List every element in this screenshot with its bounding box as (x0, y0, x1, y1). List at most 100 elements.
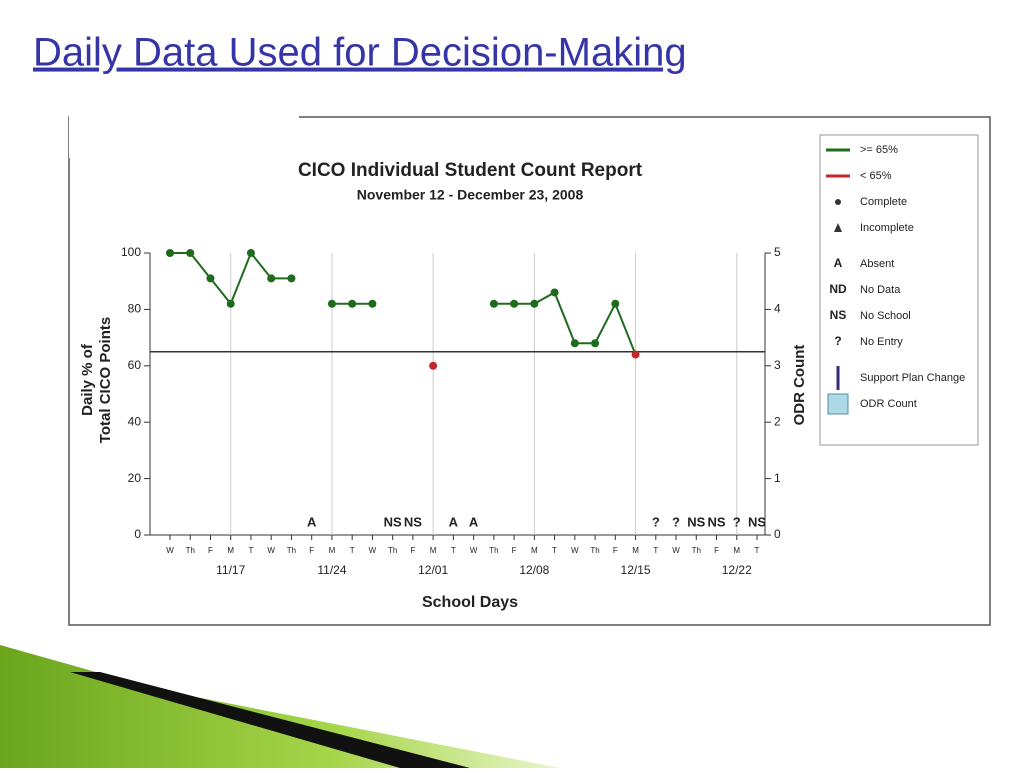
x-axis-label: School Days (422, 594, 518, 611)
data-point (226, 299, 235, 308)
frame-gap (69, 112, 299, 158)
legend-symbol: NS (830, 308, 847, 322)
date-label: 11/17 (216, 563, 245, 577)
day-code: NS (748, 514, 766, 529)
x-tick-label: T (755, 546, 760, 555)
y-tick-label: 60 (128, 358, 142, 372)
date-label: 12/22 (722, 563, 752, 577)
y-axis-label: Daily % of (79, 343, 96, 416)
x-tick-label: T (249, 546, 254, 555)
legend-label: Complete (860, 196, 907, 208)
legend-symbol: ND (829, 282, 847, 296)
data-point (530, 299, 539, 308)
data-point (206, 274, 215, 283)
x-tick-label: W (166, 546, 174, 555)
x-tick-label: T (552, 546, 557, 555)
y-tick-label: 100 (121, 245, 141, 259)
x-tick-label: F (714, 546, 719, 555)
day-code: NS (687, 514, 705, 529)
legend-swatch (834, 223, 842, 232)
x-tick-label: F (410, 546, 415, 555)
legend-label: No Entry (860, 336, 903, 348)
y-tick-label: 40 (128, 414, 142, 428)
data-point (550, 288, 559, 297)
day-code: ? (652, 514, 660, 529)
x-tick-label: F (309, 546, 314, 555)
legend (819, 134, 979, 446)
chart-subtitle: November 12 - December 23, 2008 (357, 187, 584, 203)
data-point (368, 299, 377, 308)
data-point (489, 299, 498, 308)
x-tick-label: Th (489, 546, 498, 555)
data-point (570, 339, 579, 348)
day-code: A (307, 514, 317, 529)
y2-tick-label: 1 (774, 471, 781, 485)
data-point (267, 274, 276, 283)
x-tick-label: F (208, 546, 213, 555)
data-point (591, 339, 600, 348)
legend-label: No Data (860, 284, 901, 296)
y-axis-label: Total CICO Points (97, 317, 114, 443)
data-point (246, 249, 255, 257)
legend-swatch (827, 393, 849, 415)
x-tick-label: W (470, 546, 478, 555)
data-point (429, 361, 438, 370)
x-tick-label: Th (692, 546, 701, 555)
legend-label: Support Plan Change (860, 372, 965, 384)
x-tick-label: T (653, 546, 658, 555)
x-tick-label: T (350, 546, 355, 555)
decoration (0, 645, 560, 768)
x-tick-label: M (227, 546, 234, 555)
x-tick-label: Th (186, 546, 195, 555)
data-point (166, 249, 174, 257)
legend-symbol: A (834, 256, 843, 270)
y2-tick-label: 0 (774, 527, 781, 541)
x-tick-label: M (632, 546, 639, 555)
legend-label: ODR Count (860, 398, 917, 410)
legend-symbol: ? (834, 334, 841, 348)
date-label: 11/24 (317, 563, 346, 577)
data-point (327, 299, 336, 308)
y2-tick-label: 5 (774, 245, 781, 259)
data-point (611, 299, 620, 308)
x-tick-label: W (267, 546, 275, 555)
legend-label: < 65% (860, 170, 892, 182)
x-tick-label: M (329, 546, 336, 555)
data-point (631, 350, 640, 359)
y-tick-label: 80 (128, 302, 142, 316)
x-tick-label: Th (388, 546, 397, 555)
date-label: 12/08 (519, 563, 549, 577)
x-tick-label: Th (287, 546, 296, 555)
legend-swatch (836, 366, 840, 390)
x-tick-label: W (571, 546, 579, 555)
y-tick-label: 20 (128, 471, 142, 485)
x-tick-label: M (531, 546, 538, 555)
x-tick-label: F (613, 546, 618, 555)
x-tick-label: F (512, 546, 517, 555)
y2-tick-label: 2 (774, 414, 781, 428)
x-tick-label: Th (590, 546, 599, 555)
day-code: NS (404, 514, 422, 529)
day-code: A (449, 514, 459, 529)
data-point (510, 299, 519, 308)
day-code: NS (707, 514, 725, 529)
legend-label: Incomplete (860, 222, 914, 234)
x-tick-label: M (430, 546, 437, 555)
x-tick-label: W (672, 546, 680, 555)
day-code: A (469, 514, 479, 529)
chart-title: CICO Individual Student Count Report (298, 160, 643, 181)
date-label: 12/15 (621, 563, 651, 577)
day-code: ? (672, 514, 680, 529)
day-code: NS (384, 514, 402, 529)
date-label: 12/01 (418, 563, 448, 577)
x-tick-label: W (369, 546, 377, 555)
y2-axis-label: ODR Count (791, 345, 808, 426)
data-point (287, 274, 296, 283)
y-tick-label: 0 (134, 527, 141, 541)
legend-label: >= 65% (860, 144, 898, 156)
y2-tick-label: 4 (774, 302, 781, 316)
data-point (186, 249, 195, 257)
y2-tick-label: 3 (774, 358, 781, 372)
